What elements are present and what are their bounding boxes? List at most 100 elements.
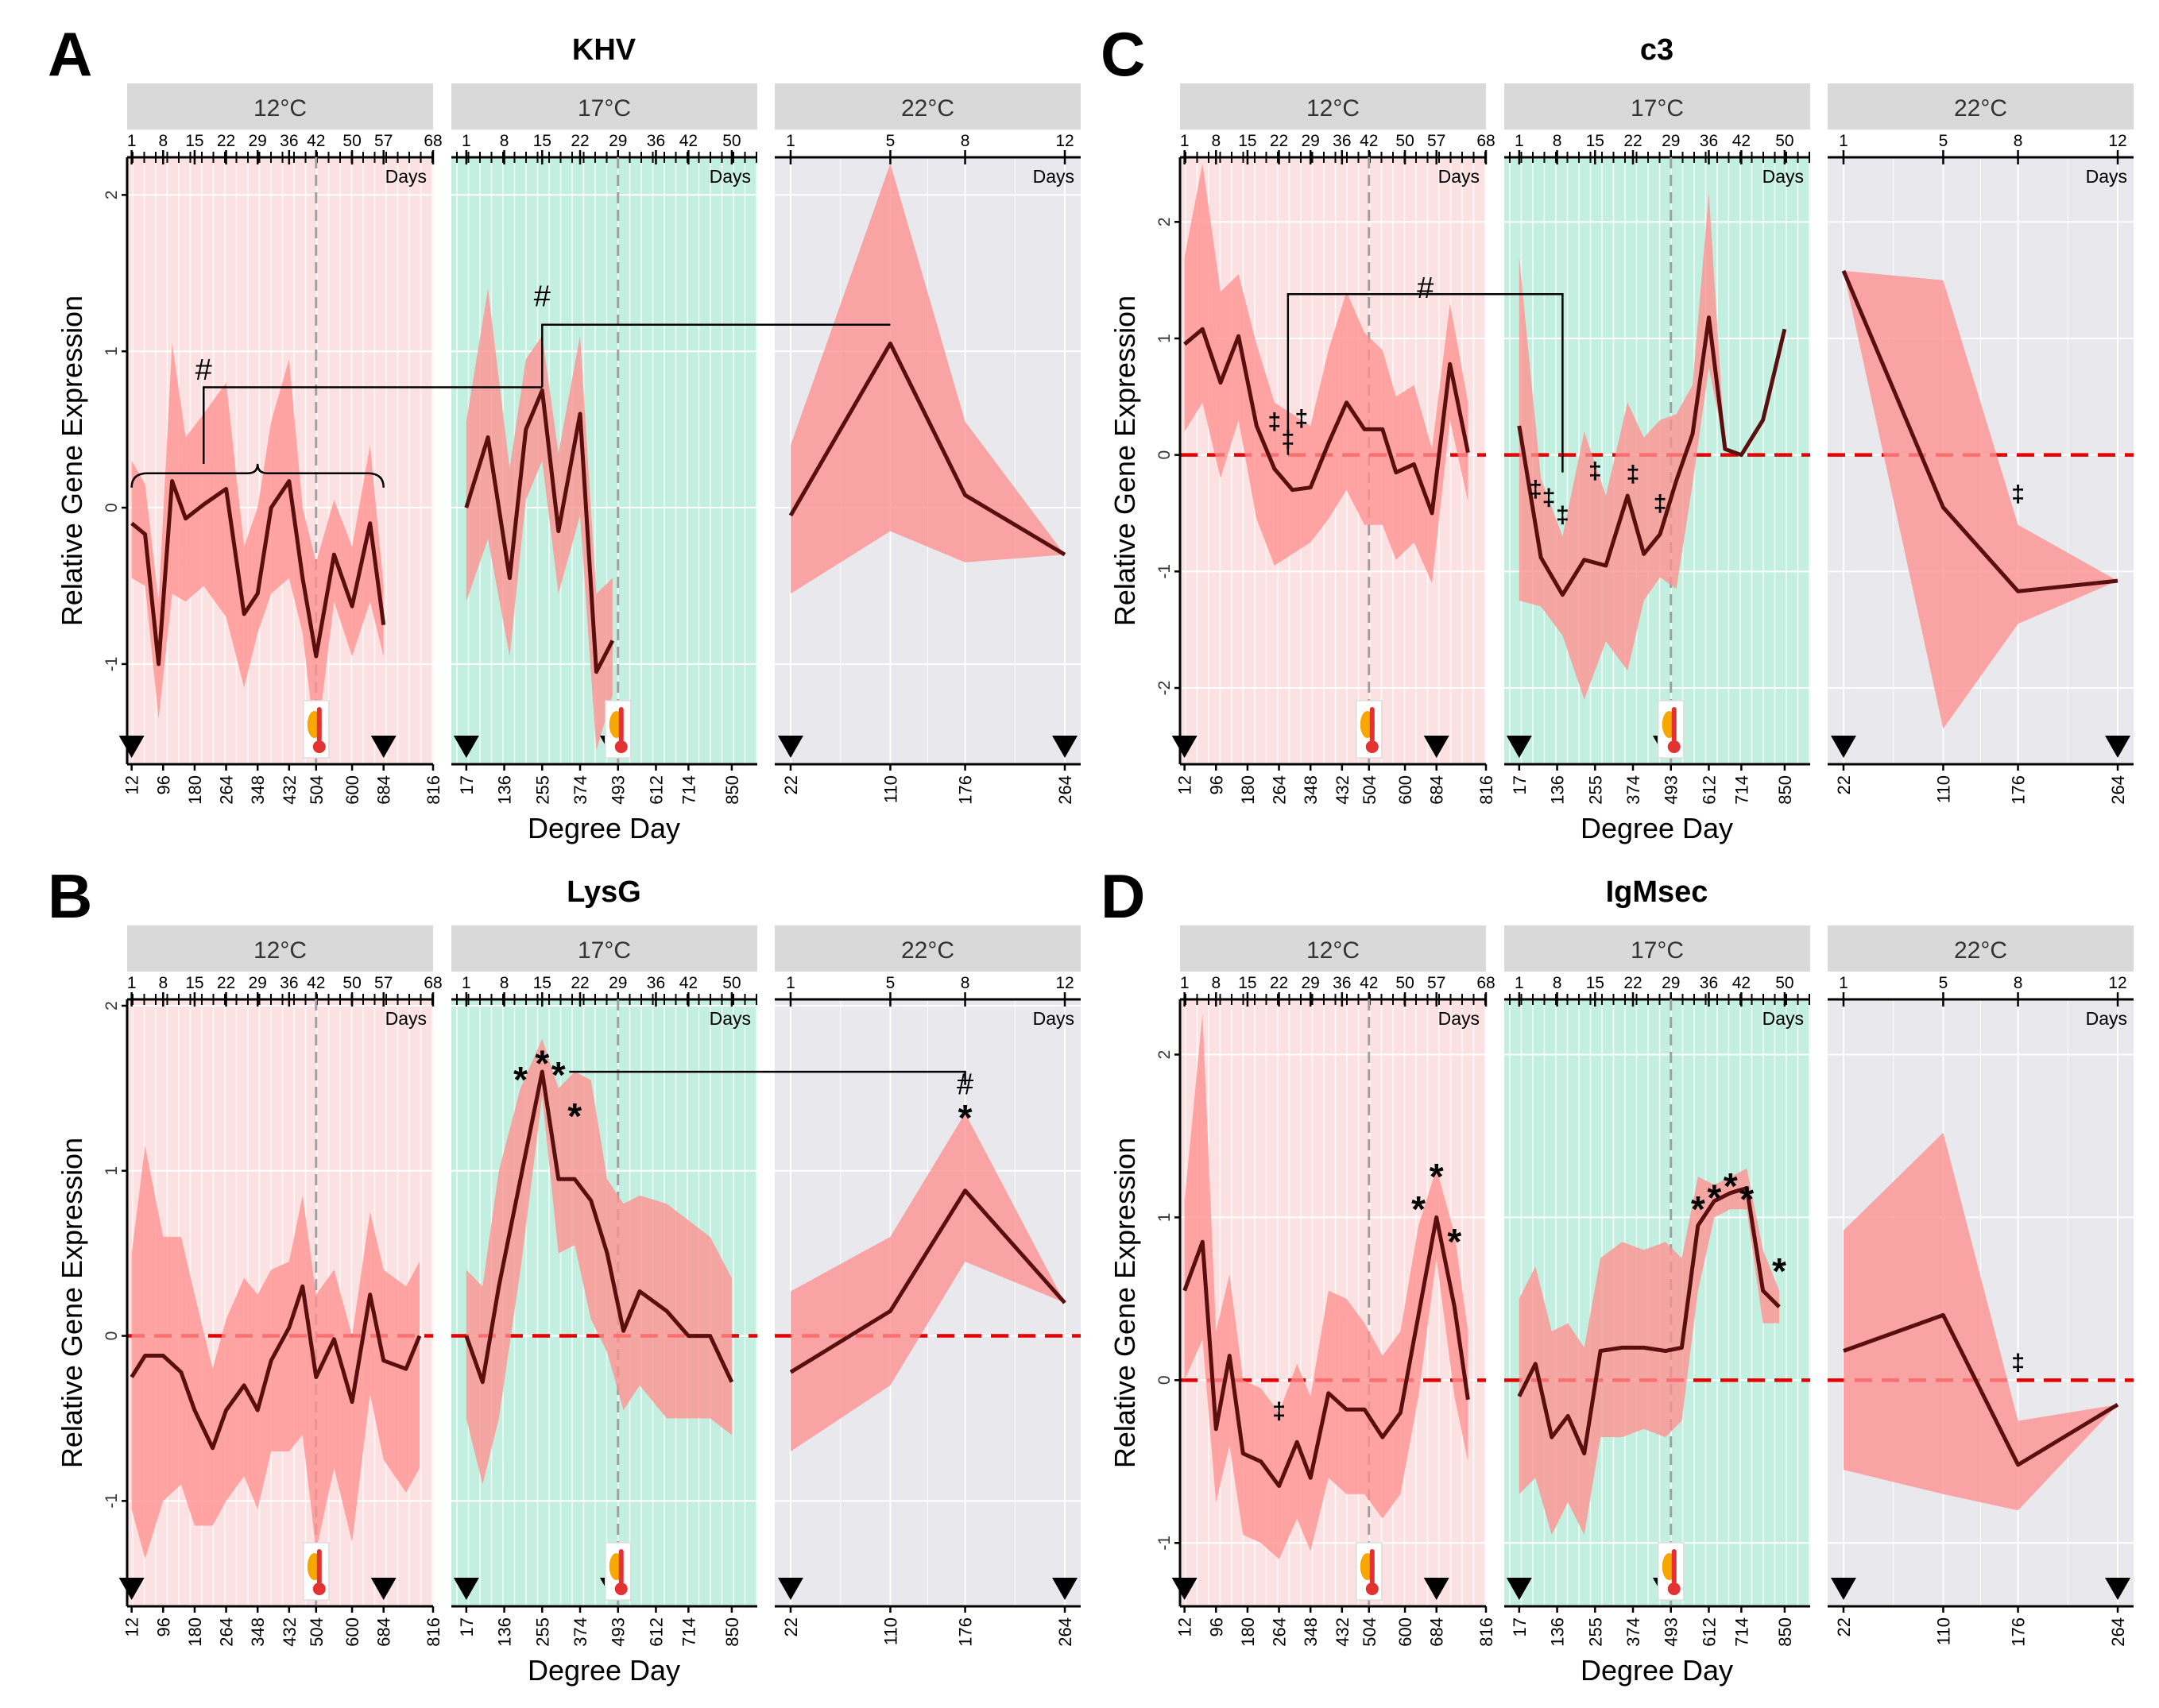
x-tick-label: 255: [532, 1617, 552, 1647]
x-tick-label: 12: [1175, 775, 1195, 794]
day-tick-label: 15: [185, 132, 203, 150]
mean-line: [1843, 1312, 2119, 1467]
x-tick-label: 96: [1206, 1617, 1226, 1637]
x-tick-label: 12: [1175, 1617, 1195, 1637]
x-tick-label: 684: [374, 775, 394, 805]
thermometer-tube: [618, 1549, 624, 1584]
significance-mark: ‡: [1282, 427, 1295, 453]
day-tick-label: 42: [679, 132, 698, 150]
x-tick-label: 348: [1301, 1617, 1321, 1647]
panel-strip: [1504, 83, 1810, 129]
sampling-arrow-icon: [1423, 736, 1449, 758]
days-label: Days: [710, 166, 751, 187]
y-tick-label: 0: [1155, 1375, 1174, 1385]
days-label: Days: [1438, 1008, 1480, 1029]
x-tick-label: 176: [956, 775, 976, 805]
x-axis-label: Degree Day: [528, 812, 680, 844]
sampling-arrow-icon: [1830, 736, 1856, 758]
x-axis-label: Degree Day: [1581, 812, 1733, 844]
x-axis-label: Degree Day: [1581, 1654, 1733, 1687]
days-label: Days: [1762, 1008, 1804, 1029]
panel-strip-label: 22°C: [1954, 95, 2007, 122]
x-tick-label: 264: [217, 1617, 237, 1647]
x-tick-label: 684: [1427, 1617, 1447, 1647]
panel-strip: [127, 83, 433, 129]
significance-mark: *: [1411, 1188, 1426, 1230]
x-tick-label: 714: [679, 1617, 698, 1647]
confidence-ribbon: [1519, 192, 1785, 700]
day-tick-label: 1: [1839, 132, 1848, 150]
panel-2: 22°C 1 5 8 12 Days 22 110 176 264: [1828, 925, 2134, 1647]
x-tick-label: 180: [185, 1617, 205, 1647]
x-tick-label: 612: [1699, 775, 1719, 805]
x-tick-label: 684: [1427, 775, 1447, 805]
x-tick-label: 816: [424, 1617, 443, 1647]
day-tick-label: 22: [1623, 974, 1642, 992]
day-tick-label: 8: [961, 974, 970, 992]
day-tick-label: 22: [1270, 132, 1288, 150]
significance-mark: *: [1707, 1177, 1721, 1219]
day-tick-label: 8: [500, 974, 509, 992]
sampling-arrow-icon: [453, 1578, 479, 1600]
mean-line: [1841, 269, 2118, 593]
significance-mark: ‡: [1268, 409, 1282, 435]
confidence-ribbon: [466, 288, 613, 751]
panel-strip: [451, 925, 757, 972]
x-tick-label: 12: [122, 1617, 142, 1637]
significance-mark: ‡: [1556, 502, 1569, 528]
day-tick-label: 1: [1180, 974, 1190, 992]
y-axis-label: Relative Gene Expression: [56, 296, 88, 626]
x-tick-label: 600: [1395, 775, 1415, 805]
panel-strip-label: 12°C: [253, 937, 307, 964]
x-tick-label: 493: [609, 1617, 629, 1647]
day-tick-label: 50: [722, 132, 741, 150]
x-tick-label: 176: [2009, 775, 2029, 805]
figure-letter: C: [1101, 19, 1145, 89]
day-tick-label: 42: [1360, 132, 1378, 150]
day-tick-label: 57: [374, 974, 393, 992]
day-tick-label: 22: [1623, 132, 1642, 150]
thermometer-tube: [618, 707, 624, 742]
day-tick-label: 36: [647, 974, 665, 992]
sampling-arrow-icon: [370, 1578, 397, 1600]
significance-bracket: [541, 323, 891, 388]
x-tick-label: 17: [457, 775, 477, 794]
x-tick-label: 714: [1731, 775, 1751, 805]
day-tick-label: 29: [249, 132, 267, 150]
day-tick-label: 42: [1732, 132, 1751, 150]
significance-mark: *: [1739, 1179, 1754, 1220]
days-label: Days: [710, 1008, 751, 1029]
days-label: Days: [1033, 166, 1074, 187]
day-tick-label: 50: [1395, 132, 1414, 150]
significance-bracket: [1287, 293, 1564, 473]
day-tick-label: 29: [609, 974, 627, 992]
significance-mark: ‡: [1588, 458, 1602, 484]
confidence-ribbon: [1184, 164, 1468, 583]
thermometer-bulb: [1365, 1582, 1379, 1595]
figure-title: LysG: [567, 875, 641, 909]
day-tick-label: 36: [280, 132, 298, 150]
significance-mark: ‡: [1542, 485, 1556, 511]
day-tick-label: 36: [1333, 132, 1351, 150]
day-tick-label: 12: [2108, 132, 2126, 150]
x-tick-label: 110: [880, 1617, 900, 1645]
x-tick-label: 264: [2108, 1617, 2128, 1647]
figure-title: c3: [1640, 33, 1673, 67]
significance-mark: *: [1772, 1250, 1786, 1292]
day-tick-label: 22: [1270, 974, 1288, 992]
x-tick-label: 493: [609, 775, 629, 805]
sampling-arrow-icon: [2105, 736, 2131, 758]
day-tick-label: 1: [1180, 132, 1190, 150]
x-tick-label: 264: [217, 775, 237, 805]
day-tick-label: 8: [2014, 974, 2023, 992]
figure-title: KHV: [572, 33, 636, 67]
day-tick-label: 8: [158, 974, 168, 992]
day-tick-label: 36: [280, 974, 298, 992]
day-tick-label: 29: [1302, 132, 1320, 150]
sampling-arrow-icon: [1423, 1578, 1449, 1600]
y-tick-label: 1: [1155, 334, 1174, 343]
x-tick-label: 176: [956, 1617, 976, 1647]
x-tick-label: 96: [153, 775, 173, 794]
